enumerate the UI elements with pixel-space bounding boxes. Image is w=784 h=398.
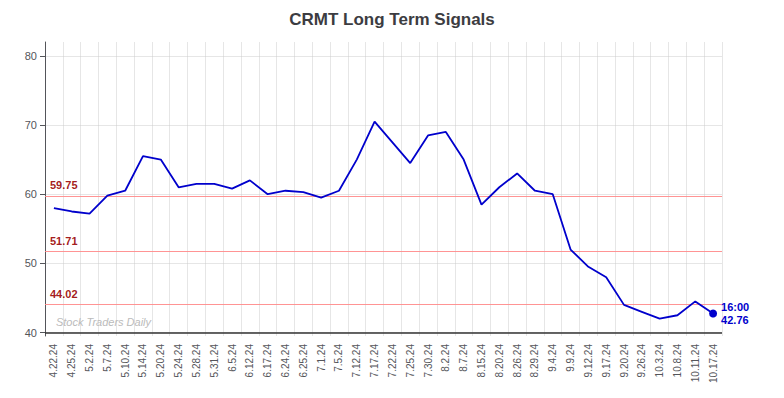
- svg-text:6.12.24: 6.12.24: [244, 344, 255, 378]
- svg-text:7.17.24: 7.17.24: [369, 344, 380, 378]
- svg-text:50: 50: [25, 257, 37, 269]
- svg-text:9.9.24: 9.9.24: [565, 344, 576, 372]
- svg-text:8.20.24: 8.20.24: [494, 344, 505, 378]
- svg-text:10.8.24: 10.8.24: [672, 344, 683, 378]
- svg-text:9.26.24: 9.26.24: [636, 344, 647, 378]
- svg-text:5.7.24: 5.7.24: [102, 344, 113, 372]
- svg-text:10.17.24: 10.17.24: [708, 344, 719, 383]
- svg-text:9.20.24: 9.20.24: [619, 344, 630, 378]
- svg-text:8.7.24: 8.7.24: [458, 344, 469, 372]
- svg-text:5.2.24: 5.2.24: [84, 344, 95, 372]
- svg-text:4.22.24: 4.22.24: [48, 344, 59, 378]
- svg-text:7.1.24: 7.1.24: [316, 344, 327, 372]
- svg-text:44.02: 44.02: [50, 288, 78, 300]
- svg-text:70: 70: [25, 119, 37, 131]
- svg-text:8.15.24: 8.15.24: [476, 344, 487, 378]
- svg-text:6.5.24: 6.5.24: [227, 344, 238, 372]
- svg-text:7.5.24: 7.5.24: [333, 344, 344, 372]
- svg-text:Stock Traders Daily: Stock Traders Daily: [56, 316, 153, 328]
- svg-text:5.10.24: 5.10.24: [120, 344, 131, 378]
- svg-text:5.31.24: 5.31.24: [209, 344, 220, 378]
- svg-text:6.17.24: 6.17.24: [262, 344, 273, 378]
- svg-text:7.30.24: 7.30.24: [423, 344, 434, 378]
- svg-text:51.71: 51.71: [50, 235, 78, 247]
- svg-text:8.26.24: 8.26.24: [512, 344, 523, 378]
- svg-text:42.76: 42.76: [721, 314, 749, 326]
- svg-text:4.25.24: 4.25.24: [66, 344, 77, 378]
- svg-text:10.11.24: 10.11.24: [690, 344, 701, 383]
- svg-text:8.29.24: 8.29.24: [529, 344, 540, 378]
- svg-text:80: 80: [25, 50, 37, 62]
- svg-text:5.20.24: 5.20.24: [155, 344, 166, 378]
- svg-text:6.25.24: 6.25.24: [298, 344, 309, 378]
- svg-text:6.24.24: 6.24.24: [280, 344, 291, 378]
- svg-text:16:00: 16:00: [721, 301, 749, 313]
- svg-text:60: 60: [25, 188, 37, 200]
- svg-text:10.3.24: 10.3.24: [654, 344, 665, 378]
- svg-text:CRMT Long Term Signals: CRMT Long Term Signals: [289, 10, 495, 29]
- svg-text:5.28.24: 5.28.24: [191, 344, 202, 378]
- svg-text:9.17.24: 9.17.24: [601, 344, 612, 378]
- svg-text:7.25.24: 7.25.24: [405, 344, 416, 378]
- svg-text:7.12.24: 7.12.24: [351, 344, 362, 378]
- svg-text:40: 40: [25, 327, 37, 339]
- svg-text:5.24.24: 5.24.24: [173, 344, 184, 378]
- svg-text:9.12.24: 9.12.24: [583, 344, 594, 378]
- svg-text:7.22.24: 7.22.24: [387, 344, 398, 378]
- svg-text:9.4.24: 9.4.24: [547, 344, 558, 372]
- svg-text:5.14.24: 5.14.24: [137, 344, 148, 378]
- svg-text:8.2.24: 8.2.24: [440, 344, 451, 372]
- svg-text:59.75: 59.75: [50, 179, 78, 191]
